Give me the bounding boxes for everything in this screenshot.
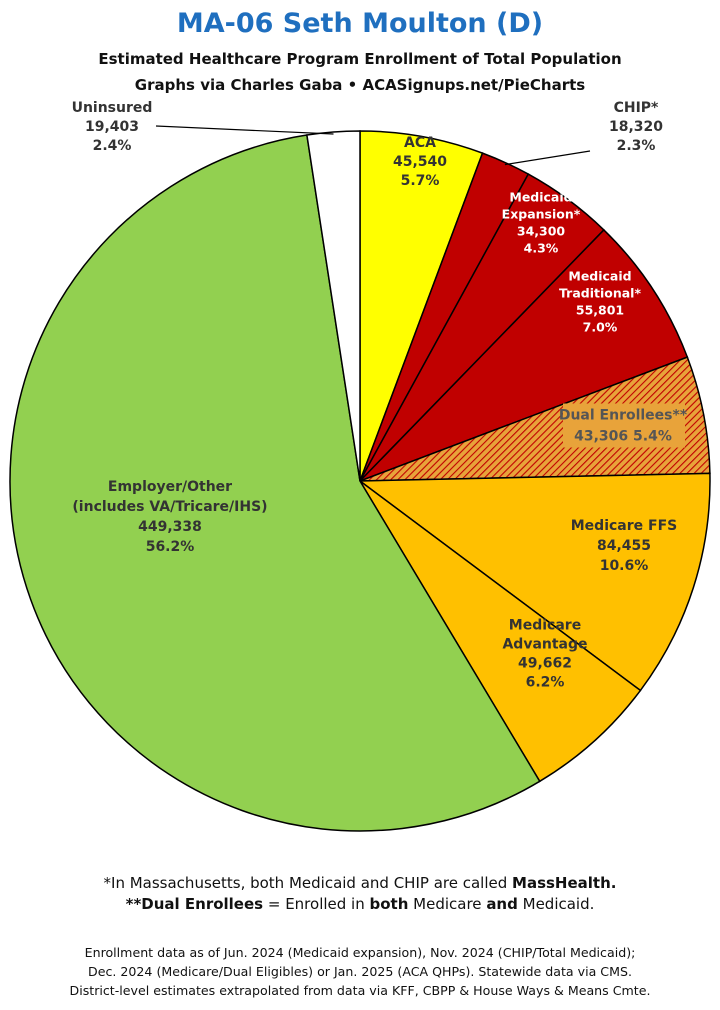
slice-label-aca: ACA 45,540 5.7%: [393, 135, 447, 189]
slice-label-dual-enrollees: Dual Enrollees** 43,306 5.4%: [559, 408, 688, 445]
pie-slice-uninsured: [306, 130, 361, 482]
pie-slice-medicare-ffs: [357, 472, 711, 692]
slice-label-medicare-ffs: Medicare FFS 84,455 10.6%: [571, 518, 677, 574]
pie-slice-employer-other: [9, 134, 541, 832]
footnote-dual-enrollees: **Dual Enrollees = Enrolled in both Medi…: [125, 895, 595, 913]
slice-label-medicaid-expansion: Medicaid Expansion* 34,300 4.3%: [502, 190, 581, 256]
pie-slice-medicare-advantage: [359, 480, 642, 783]
slice-label-employer-other: Employer/Other (includes VA/Tricare/IHS) 4…: [72, 479, 267, 555]
source-line-1: Enrollment data as of Jun. 2024 (Medicai…: [84, 945, 636, 960]
pie-slice-medicaid-traditional: [359, 228, 689, 482]
leader-line-chip: [504, 150, 591, 166]
label-box-dual-enrollees: [563, 403, 685, 448]
chart-title: MA-06 Seth Moulton (D): [176, 8, 544, 39]
slice-label-medicaid-traditional: Medicaid Traditional* 55,801 7.0%: [559, 269, 641, 335]
pie-chart: ACA 45,540 5.7% CHIP* 18,320 2.3% Medicaid Expa…: [9, 100, 711, 832]
source-line-3: District-level estimates extrapolated fr…: [69, 983, 651, 998]
pie-slice-aca: [359, 130, 484, 482]
slice-label-uninsured: Uninsured 19,403 2.4%: [72, 100, 153, 154]
footnote-masshealth: *In Massachusetts, both Medicaid and CHI…: [103, 874, 617, 892]
source-line-2: Dec. 2024 (Medicare/Dual Eligibles) or J…: [88, 964, 632, 979]
chart-credit: Graphs via Charles Gaba • ACASignups.net…: [134, 76, 586, 94]
slice-label-medicare-advantage: Medicare Advantage 49,662 6.2%: [502, 618, 587, 691]
slice-label-chip: CHIP* 18,320 2.3%: [609, 100, 663, 154]
leader-line-uninsured: [155, 125, 334, 135]
chart-subtitle: Estimated Healthcare Program Enrollment …: [98, 50, 622, 68]
